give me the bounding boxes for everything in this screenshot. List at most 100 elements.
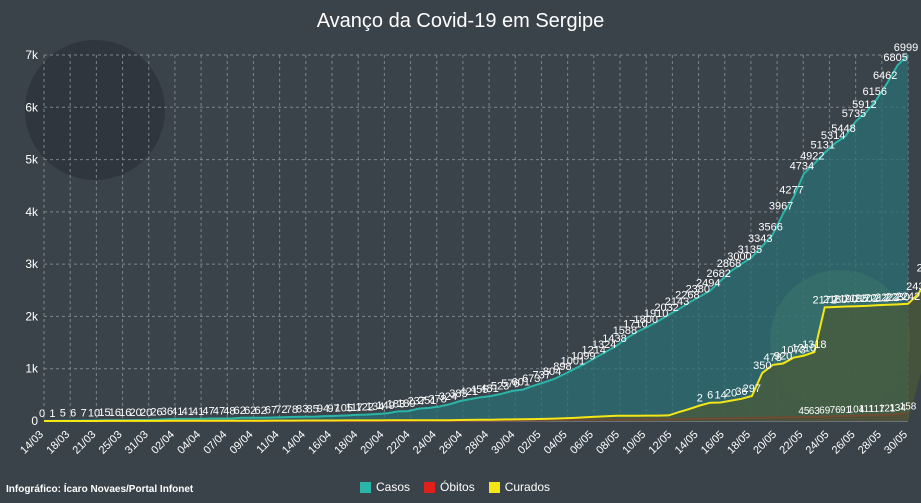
data-label-casos: 47 xyxy=(202,406,214,418)
data-label-curados: 297 xyxy=(743,383,761,395)
data-label-casos: 2380 xyxy=(686,284,710,296)
data-label-casos: 10 xyxy=(88,407,100,419)
data-label-casos: 105 xyxy=(335,403,353,415)
data-label-casos: 189 xyxy=(397,398,415,410)
data-label-obitos: 158 xyxy=(900,402,917,413)
data-label-casos: 1001 xyxy=(561,356,585,368)
x-tick-label: 26/05 xyxy=(830,429,858,457)
data-label-casos: 576 xyxy=(501,378,519,390)
x-tick-label: 18/03 xyxy=(44,429,72,457)
data-label-casos: 278 xyxy=(428,393,446,405)
data-label-casos: 737 xyxy=(532,369,550,381)
data-label-casos: 20 xyxy=(130,407,142,419)
data-label-curados: 1210 xyxy=(792,343,816,355)
data-label-casos: 1800 xyxy=(634,314,658,326)
data-label-casos: 4277 xyxy=(779,184,803,196)
data-label-curados: 2172 xyxy=(812,294,836,306)
legend-item-casos[interactable]: Casos xyxy=(360,480,410,494)
data-label-casos: 47 xyxy=(213,406,225,418)
data-label-casos: 97 xyxy=(327,403,339,415)
y-tick-label: 1k xyxy=(25,362,39,376)
x-tick-label: 24/05 xyxy=(804,429,832,457)
x-tick-label: 18/05 xyxy=(725,429,753,457)
data-label-casos: 41 xyxy=(182,406,194,418)
data-label-casos: 601 xyxy=(512,377,530,389)
data-label-casos: 2143 xyxy=(665,296,689,308)
data-label-casos: 5735 xyxy=(842,108,866,120)
x-tick-label: 14/03 xyxy=(18,429,46,457)
legend-item-curados[interactable]: Curados xyxy=(488,480,550,494)
data-label-curados: 6 xyxy=(707,390,713,402)
legend-item-obitos[interactable]: Óbitos xyxy=(424,480,475,494)
data-label-curados: 2431 xyxy=(906,281,921,293)
data-label-casos: 6 xyxy=(70,408,76,420)
series-line-casos xyxy=(43,54,909,422)
data-label-casos: 1324 xyxy=(592,339,616,351)
data-label-casos: 72 xyxy=(275,404,287,416)
x-tick-label: 08/05 xyxy=(594,429,622,457)
data-label-casos: 62 xyxy=(254,405,266,417)
data-label-casos: 1 xyxy=(49,408,55,420)
data-label-casos: 149 xyxy=(376,400,394,412)
x-tick-label: 10/05 xyxy=(620,429,648,457)
data-label-casos: 1438 xyxy=(602,333,626,345)
x-tick-label: 21/03 xyxy=(71,429,99,457)
x-tick-label: 14/04 xyxy=(280,429,308,457)
data-label-casos: 3566 xyxy=(758,222,782,234)
data-label-casos: 898 xyxy=(553,361,571,373)
x-tick-label: 16/05 xyxy=(699,429,727,457)
data-label-curados: 2202 xyxy=(854,293,878,305)
data-label-casos: 5314 xyxy=(821,130,845,142)
data-label-casos: 48 xyxy=(223,405,235,417)
data-label-casos: 251 xyxy=(418,395,436,407)
data-label-casos: 2494 xyxy=(696,278,720,290)
x-tick-label: 12/05 xyxy=(647,429,675,457)
data-label-obitos: 134 xyxy=(889,403,906,414)
data-label-casos: 20 xyxy=(140,407,152,419)
data-label-casos: 117 xyxy=(346,402,364,414)
series-area-casos xyxy=(44,55,908,421)
data-label-casos: 26 xyxy=(150,407,162,419)
data-label-curados: 2242 xyxy=(896,291,920,303)
data-label-casos: 7 xyxy=(81,408,87,420)
x-tick-label: 28/05 xyxy=(856,429,884,457)
x-tick-label: 22/04 xyxy=(385,429,413,457)
data-label-casos: 421 xyxy=(460,386,478,398)
bg-virus-icon xyxy=(25,40,165,180)
x-tick-label: 20/04 xyxy=(359,429,387,457)
data-label-curados: 1073 xyxy=(781,345,805,357)
y-tick-label: 4k xyxy=(25,205,39,219)
data-label-casos: 3000 xyxy=(727,251,751,263)
data-label-casos: 1710 xyxy=(623,319,647,331)
x-tick-label: 02/05 xyxy=(516,429,544,457)
data-label-casos: 78 xyxy=(286,404,298,416)
legend-label-obitos: Óbitos xyxy=(440,480,475,494)
x-tick-label: 18/04 xyxy=(332,429,360,457)
series-line-curados xyxy=(44,287,921,422)
data-label-obitos: 104 xyxy=(848,405,865,416)
y-tick-label: 5k xyxy=(25,153,39,167)
data-label-casos: 94 xyxy=(317,403,329,415)
series-area-curados xyxy=(44,289,921,421)
data-label-casos: 2032 xyxy=(654,302,678,314)
data-label-casos: 62 xyxy=(244,405,256,417)
data-label-casos: 6999 xyxy=(894,42,918,54)
data-label-curados: 2212 xyxy=(865,292,889,304)
data-label-curados: 2180 xyxy=(823,294,847,306)
data-label-casos: 2682 xyxy=(706,268,730,280)
data-label-casos: 16 xyxy=(119,407,131,419)
data-label-casos: 41 xyxy=(192,406,204,418)
data-label-casos: 4734 xyxy=(790,160,814,172)
data-label-curados: 2222 xyxy=(875,292,899,304)
data-label-casos: 523 xyxy=(491,381,509,393)
data-label-casos: 85 xyxy=(307,404,319,416)
x-tick-label: 04/05 xyxy=(542,429,570,457)
data-label-casos: 183 xyxy=(387,398,405,410)
data-label-casos: 6462 xyxy=(873,70,897,82)
data-label-curados: 2190 xyxy=(833,293,857,305)
data-label-casos: 324 xyxy=(439,391,457,403)
data-label-casos: 1588 xyxy=(613,325,637,337)
